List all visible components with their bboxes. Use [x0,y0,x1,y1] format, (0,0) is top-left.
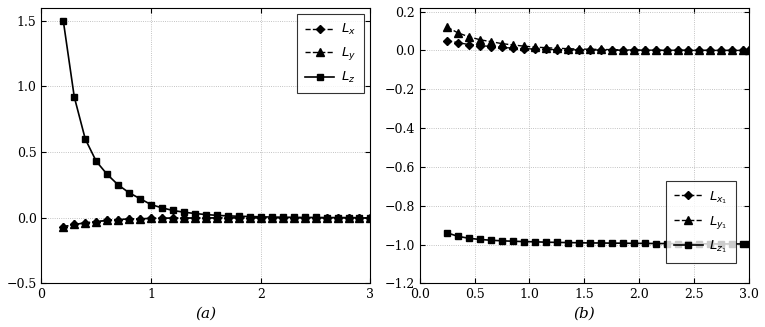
Legend: $L_{x_1}$, $L_{y_1}$, $L_{z_1}$: $L_{x_1}$, $L_{y_1}$, $L_{z_1}$ [666,181,736,263]
X-axis label: (b): (b) [574,307,595,321]
X-axis label: (a): (a) [195,307,216,321]
Legend: $L_x$, $L_y$, $L_z$: $L_x$, $L_y$, $L_z$ [298,14,364,93]
